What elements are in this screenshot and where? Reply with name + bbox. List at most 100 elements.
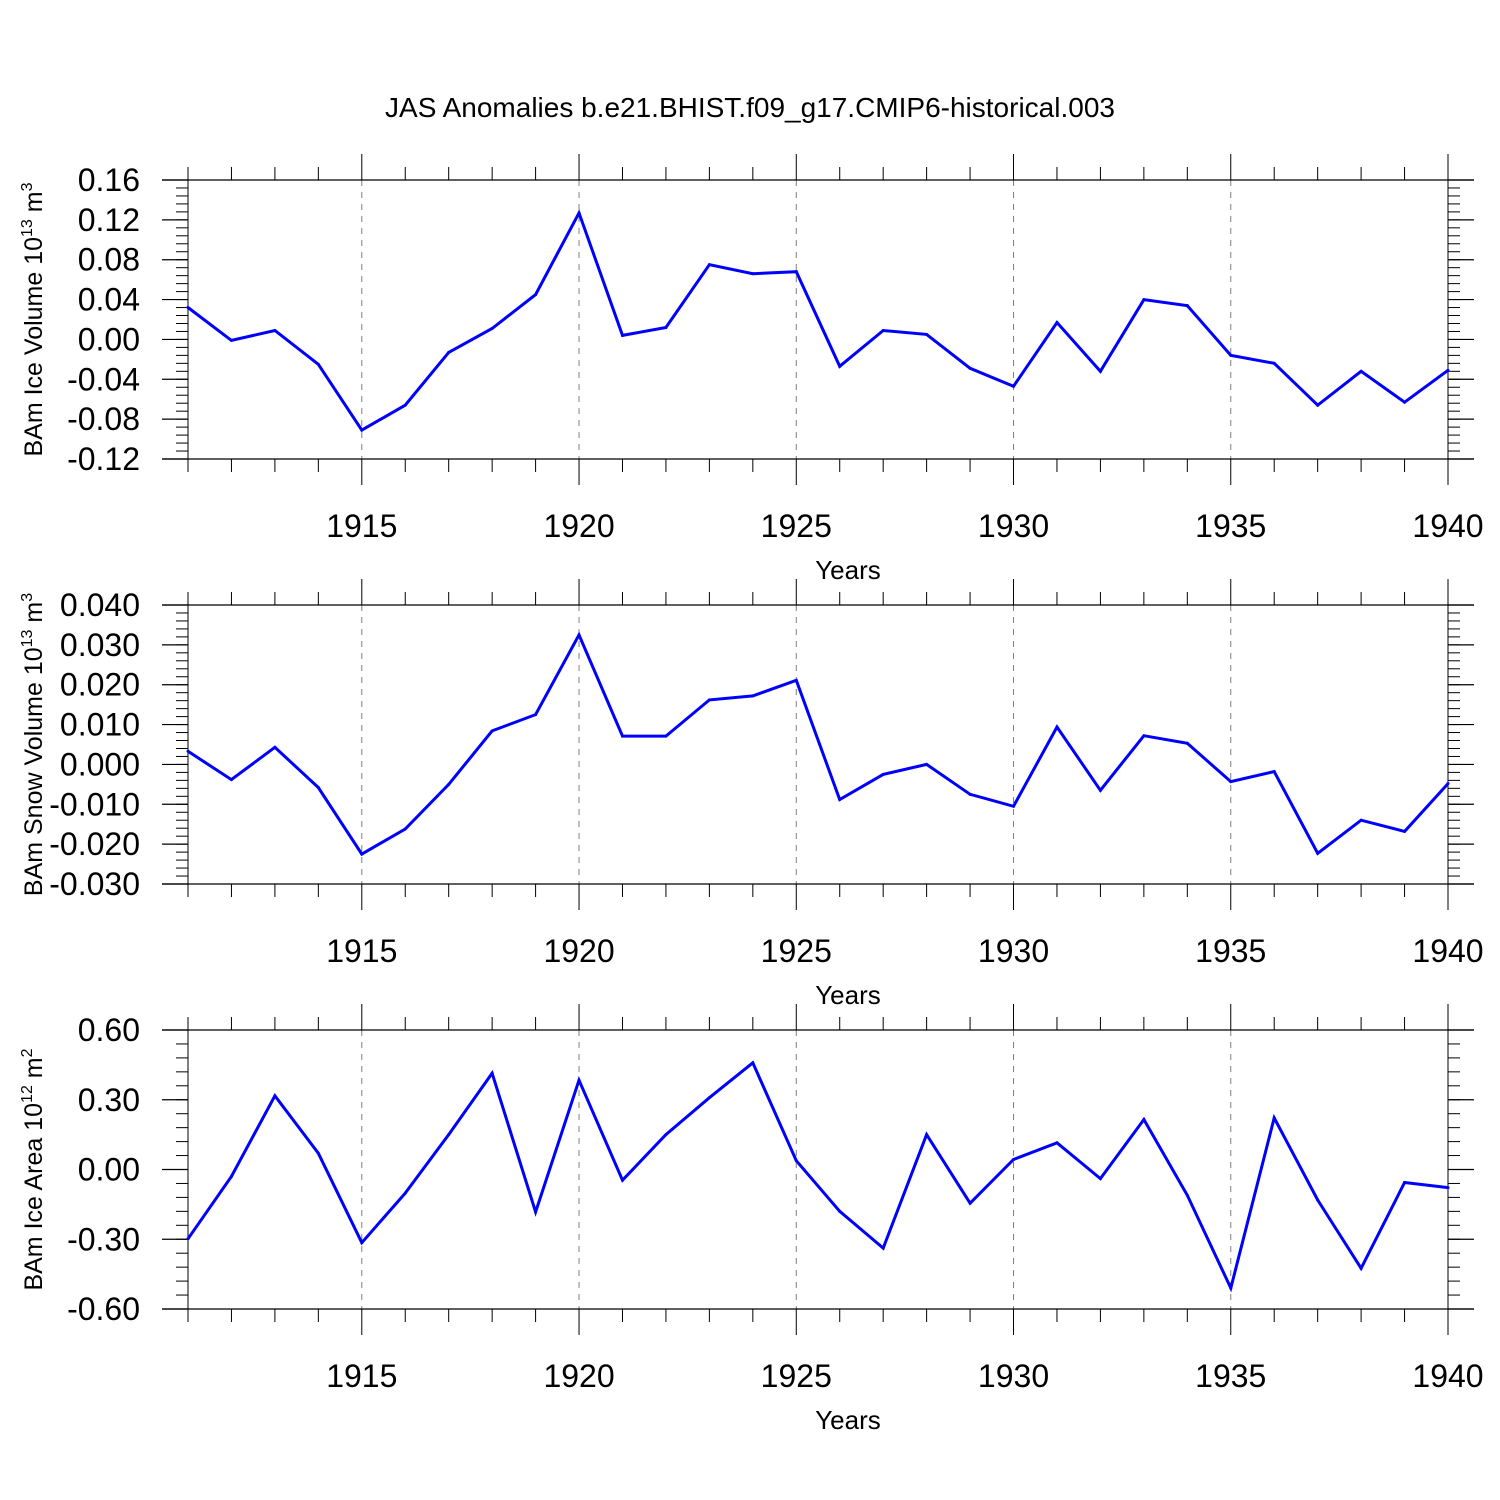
x-tick-label: 1930 xyxy=(978,508,1049,544)
data-point xyxy=(1446,782,1450,786)
data-point xyxy=(1229,1286,1233,1290)
data-point xyxy=(1185,304,1189,308)
data-point xyxy=(577,633,581,637)
y-axis-label-unit-exponent: 2 xyxy=(19,1048,36,1057)
y-tick-label: -0.30 xyxy=(67,1221,140,1257)
data-point xyxy=(1142,1118,1146,1122)
data-point xyxy=(664,734,668,738)
data-point xyxy=(403,403,407,407)
data-point xyxy=(273,745,277,749)
data-point xyxy=(620,1178,624,1182)
plot-frame xyxy=(187,1029,1449,1310)
data-point xyxy=(447,350,451,354)
panel-ice-area: -0.60 -0.30 0.00 0.30 0.60 1915 1920 1925 1930 1… xyxy=(19,1004,1484,1435)
data-point xyxy=(1446,368,1450,372)
series-line-ice-area xyxy=(186,1060,1449,1293)
y-axis-label-text: BAm Ice Volume 10 xyxy=(20,237,48,457)
x-tick-label: 1915 xyxy=(326,933,397,969)
data-point xyxy=(1272,1116,1276,1120)
x-axis-label: Years xyxy=(815,555,881,585)
x-tick-label: 1925 xyxy=(761,508,832,544)
data-point xyxy=(1403,400,1407,404)
data-point xyxy=(1446,1186,1450,1190)
data-point xyxy=(186,306,190,310)
data-point xyxy=(316,786,320,790)
data-point xyxy=(707,1096,711,1100)
y-tick-label: 0.16 xyxy=(78,162,140,198)
data-point xyxy=(838,798,842,802)
data-point xyxy=(794,678,798,682)
data-point xyxy=(620,734,624,738)
y-axis-label-space xyxy=(20,623,48,630)
data-point xyxy=(273,1094,277,1098)
data-point xyxy=(1359,369,1363,373)
y-axis-label: BAm Ice Volume 1013 m3 xyxy=(19,182,48,456)
x-tick-label: 1930 xyxy=(978,1358,1049,1394)
data-point xyxy=(1098,788,1102,792)
data-point xyxy=(403,827,407,831)
y-tick-label: 0.030 xyxy=(60,627,140,663)
y-tick-label: 0.040 xyxy=(60,587,140,623)
data-point xyxy=(577,211,581,215)
data-point xyxy=(751,272,755,276)
data-point xyxy=(1229,353,1233,357)
panel-ice-volume: -0.12 -0.08 -0.04 0.000.04 0.08 0.12 0.16 1915… xyxy=(19,154,1484,585)
data-point xyxy=(968,1201,972,1205)
y-tick-label: 0.60 xyxy=(78,1012,140,1048)
data-point xyxy=(360,852,364,856)
x-tick-label: 1920 xyxy=(543,1358,614,1394)
y-tick-label: -0.010 xyxy=(49,786,140,822)
data-point xyxy=(794,1159,798,1163)
data-point xyxy=(1098,369,1102,373)
data-point xyxy=(360,428,364,432)
data-point xyxy=(490,326,494,330)
y-tick-label: 0.08 xyxy=(78,242,140,278)
x-tick-label: 1940 xyxy=(1412,1358,1483,1394)
x-tick-label: 1915 xyxy=(326,508,397,544)
data-point xyxy=(1055,320,1059,324)
data-point xyxy=(1055,1141,1059,1145)
y-tick-label: 0.000 xyxy=(60,746,140,782)
x-tick-label: 1935 xyxy=(1195,933,1266,969)
x-tick-label: 1925 xyxy=(761,933,832,969)
data-point xyxy=(925,1133,929,1137)
x-axis-label: Years xyxy=(815,980,881,1010)
data-point xyxy=(447,782,451,786)
data-point xyxy=(1012,1158,1016,1162)
data-point xyxy=(1142,298,1146,302)
data-point xyxy=(316,362,320,366)
x-axis-label: Years xyxy=(815,1405,881,1435)
x-tick-label: 1930 xyxy=(978,933,1049,969)
data-point xyxy=(707,698,711,702)
y-tick-label: -0.08 xyxy=(67,401,140,437)
data-point xyxy=(881,328,885,332)
y-axis-label-text: BAm Snow Volume 10 xyxy=(20,647,48,896)
data-point xyxy=(1359,818,1363,822)
y-tick-label: -0.12 xyxy=(67,441,140,477)
data-point xyxy=(1403,829,1407,833)
figure-title: JAS Anomalies b.e21.BHIST.f09_g17.CMIP6-… xyxy=(385,92,1115,123)
data-point xyxy=(1185,741,1189,745)
data-point xyxy=(577,1078,581,1082)
data-point xyxy=(1185,1193,1189,1197)
data-point xyxy=(925,762,929,766)
data-point xyxy=(838,1209,842,1213)
data-point xyxy=(1316,851,1320,855)
data-point xyxy=(1142,734,1146,738)
y-tick-label: 0.30 xyxy=(78,1082,140,1118)
x-tick-label: 1920 xyxy=(543,508,614,544)
y-tick-label: 0.010 xyxy=(60,707,140,743)
data-point xyxy=(968,366,972,370)
data-point xyxy=(1229,780,1233,784)
data-point xyxy=(925,332,929,336)
data-point xyxy=(273,328,277,332)
data-point xyxy=(490,1071,494,1075)
y-tick-label: 0.12 xyxy=(78,202,140,238)
data-point xyxy=(1012,384,1016,388)
y-tick-label: -0.030 xyxy=(49,866,140,902)
y-tick-label: 0.00 xyxy=(78,1152,140,1188)
y-tick-label: 0.04 xyxy=(78,282,140,318)
y-axis-label: BAm Snow Volume 1013 m3 xyxy=(19,593,48,896)
x-tick-label: 1935 xyxy=(1195,1358,1266,1394)
data-point xyxy=(229,1174,233,1178)
